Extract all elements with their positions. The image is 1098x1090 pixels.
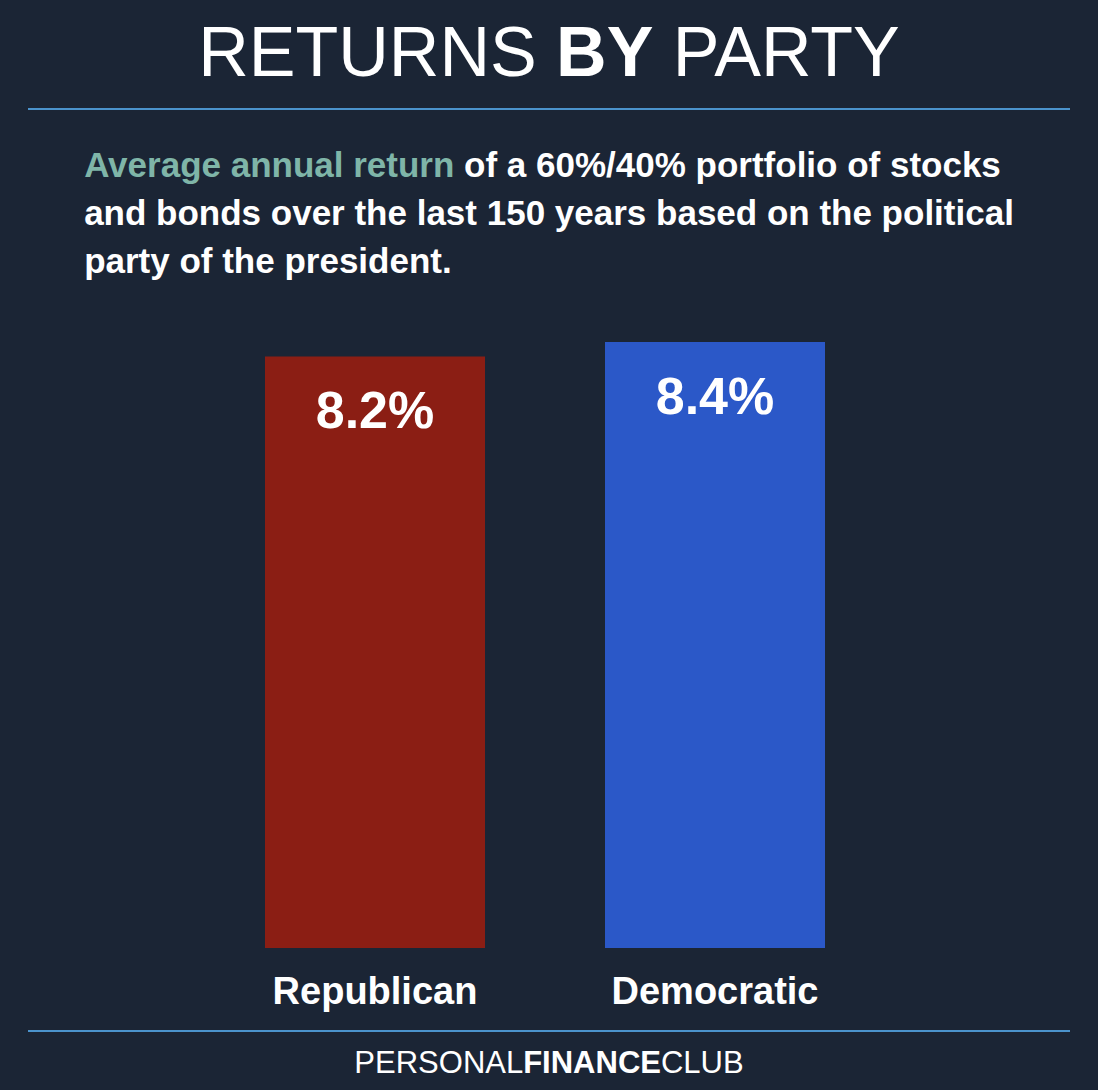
svg-text:Average annual return: Average annual return (84, 145, 464, 184)
svg-text:party of the president.: party of the president. (84, 241, 452, 280)
svg-text:and bonds over the last 150 ye: and bonds over the last 150 years based … (84, 193, 1014, 232)
svg-text:of a 60%/40% portfolio of stoc: of a 60%/40% portfolio of stocks (464, 145, 1001, 184)
svg-text:Democratic: Democratic (612, 970, 819, 1012)
svg-text:RETURNS: RETURNS (198, 13, 536, 91)
svg-text:BY: BY (556, 13, 653, 91)
svg-text:PERSONAL: PERSONAL (354, 1045, 523, 1080)
svg-text:FINANCE: FINANCE (523, 1045, 661, 1080)
svg-text:Republican: Republican (273, 970, 478, 1012)
svg-text:CLUB: CLUB (661, 1045, 744, 1080)
svg-text:8.2%: 8.2% (316, 381, 435, 439)
svg-text:8.4%: 8.4% (656, 367, 775, 425)
svg-text:PARTY: PARTY (673, 13, 900, 91)
